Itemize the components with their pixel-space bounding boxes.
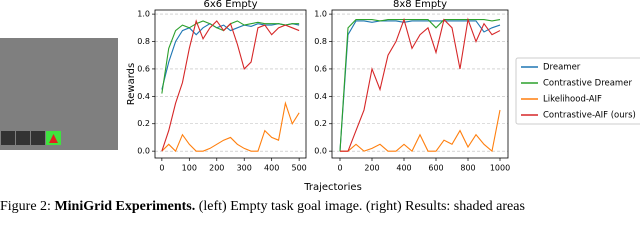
- legend-label: Contrastive Dreamer: [543, 79, 632, 89]
- caption-label: Figure 2:: [0, 199, 51, 214]
- x-tick-label: 500: [291, 164, 306, 173]
- y-tick-label: 0.6: [314, 64, 327, 73]
- agent: [49, 134, 58, 143]
- x-tick-label: 400: [396, 164, 411, 173]
- caption-text: (left) Empty task goal image. (right) Re…: [199, 199, 525, 214]
- y-tick-label: 1.0: [314, 10, 327, 19]
- caption: Figure 2: MiniGrid Experiments. (left) E…: [0, 199, 525, 214]
- x-tick-label: 800: [460, 164, 475, 173]
- wall-cell: [16, 131, 30, 145]
- wall-cell: [31, 131, 45, 145]
- series-line: [340, 17, 501, 152]
- legend-label: Contrastive-AIF (ours): [543, 111, 636, 121]
- chart-title: 6x6 Empty: [203, 0, 257, 10]
- x-tick-label: 200: [364, 164, 379, 173]
- y-tick-label: 0.0: [314, 147, 327, 156]
- x-axis-label: Trajectories: [303, 182, 362, 193]
- x-tick-label: 200: [209, 164, 224, 173]
- legend-label: Likelihood-AIF: [543, 95, 602, 105]
- y-tick-label: 0.4: [137, 92, 150, 101]
- y-tick-label: 0.8: [314, 37, 327, 46]
- y-tick-label: 0.4: [314, 92, 327, 101]
- y-tick-label: 1.0: [137, 10, 150, 19]
- x-tick-label: 600: [428, 164, 443, 173]
- x-tick-label: 400: [264, 164, 279, 173]
- chart-title: 8x8 Empty: [393, 0, 447, 10]
- y-tick-label: 0.2: [137, 119, 150, 128]
- series-line: [339, 20, 501, 152]
- page: Trajectories Figure 2: MiniGrid Experime…: [0, 0, 640, 214]
- wall-cell: [1, 131, 15, 145]
- legend-label: Dreamer: [543, 63, 581, 73]
- y-tick-label: 0.2: [314, 119, 327, 128]
- y-axis-label: Rewards: [126, 63, 137, 105]
- x-tick-label: 100: [182, 164, 197, 173]
- legend: Dreamer Contrastive Dreamer Likelihood-AIF…: [515, 57, 640, 125]
- plot-frame: [154, 9, 307, 159]
- series-line: [161, 100, 300, 153]
- y-tick-label: 0.8: [137, 37, 150, 46]
- y-tick-label: 0.0: [137, 147, 150, 156]
- plot-frame: [331, 9, 509, 159]
- series-line: [340, 109, 501, 153]
- caption-title: MiniGrid Experiments.: [54, 199, 195, 214]
- goal-image: [0, 38, 118, 150]
- series-line: [339, 19, 501, 152]
- y-tick-label: 0.6: [137, 64, 150, 73]
- series-line: [161, 23, 300, 90]
- x-tick-label: 0: [159, 164, 164, 173]
- x-tick-label: 300: [237, 164, 252, 173]
- figure: Trajectories Figure 2: MiniGrid Experime…: [0, 0, 640, 214]
- series-line: [161, 19, 300, 152]
- legend-box: [515, 57, 640, 125]
- x-tick-label: 0: [337, 164, 342, 173]
- x-tick-label: 1000: [490, 164, 510, 173]
